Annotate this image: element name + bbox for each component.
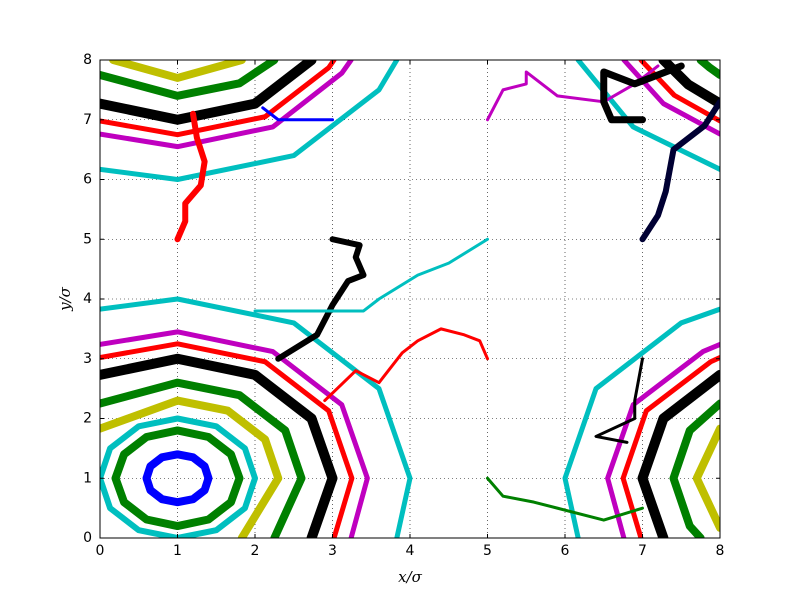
plot-area [100, 60, 720, 538]
ticks: 0 1 2 3 4 5 6 7 8 0 1 2 3 4 5 6 7 8 [83, 52, 724, 559]
trajectory [253, 237, 489, 313]
trajectory [100, 60, 720, 538]
x-tick-label: 5 [483, 543, 492, 559]
x-tick-label: 7 [638, 543, 647, 559]
x-tick-label: 4 [406, 543, 415, 559]
x-tick-label: 0 [96, 543, 105, 559]
x-tick-label: 1 [173, 543, 182, 559]
trajectory [174, 110, 208, 243]
trajectory [323, 327, 489, 403]
trajectory [100, 60, 720, 538]
x-tick-label: 3 [328, 543, 337, 559]
y-tick-label: 0 [83, 530, 92, 546]
trajectory [639, 98, 720, 243]
trajectory [261, 106, 334, 122]
trajectory [275, 236, 367, 362]
y-tick-label: 5 [83, 231, 92, 247]
x-tick-label: 6 [561, 543, 570, 559]
y-axis-label: y/σ [56, 286, 74, 312]
trajectory [100, 60, 720, 538]
y-tick-label: 7 [83, 112, 92, 128]
x-tick-label: 2 [251, 543, 260, 559]
trajectory [600, 62, 685, 124]
trajectory [486, 476, 644, 522]
trajectory [100, 60, 720, 538]
x-axis-label: x/σ [398, 568, 423, 586]
trajectory [594, 357, 644, 444]
trajectory [100, 60, 720, 538]
x-tick-label: 8 [716, 543, 725, 559]
y-tick-label: 4 [83, 291, 92, 307]
trajectory [100, 60, 720, 538]
y-tick-label: 6 [83, 172, 92, 188]
trajectory [142, 450, 213, 507]
trajectory [100, 415, 258, 538]
y-tick-label: 1 [83, 470, 92, 486]
y-tick-label: 3 [83, 351, 92, 367]
trajectory [111, 426, 244, 531]
y-tick-label: 8 [83, 52, 92, 68]
y-tick-label: 2 [83, 411, 92, 427]
trajectory [486, 64, 660, 122]
